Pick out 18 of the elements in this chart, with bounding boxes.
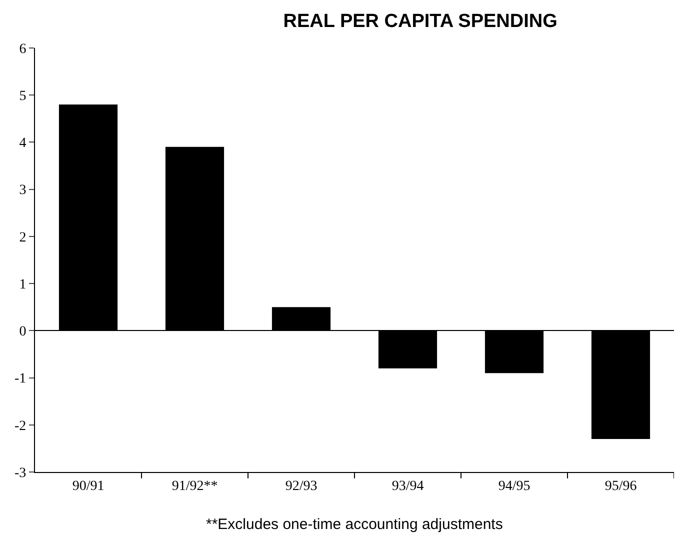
y-tick-label: 1 [19,277,26,292]
y-tick-label: -1 [14,372,26,387]
y-tick-label: 2 [19,230,26,246]
y-tick-label: 6 [19,42,26,57]
x-tick-label: 90/91 [72,478,104,494]
text: **Excludes one-time accounting adjustments [206,516,503,533]
y-tick-label: 4 [19,136,26,152]
x-tick-label: 92/93 [285,478,318,494]
y-tick-label: -2 [14,418,26,434]
x-tick-label: 94/95 [498,478,530,494]
y-tick-label: 5 [19,89,26,104]
x-tick-label: 95/96 [604,478,637,494]
x-tick-label: 93/94 [392,478,424,494]
y-tick-label: -3 [14,466,26,481]
x-tick-label: 91/92** [172,478,218,494]
chart-title: REAL PER CAPITA SPENDING [283,10,558,32]
y-tick-label: 0 [19,324,26,340]
y-tick-label: 3 [19,183,26,198]
